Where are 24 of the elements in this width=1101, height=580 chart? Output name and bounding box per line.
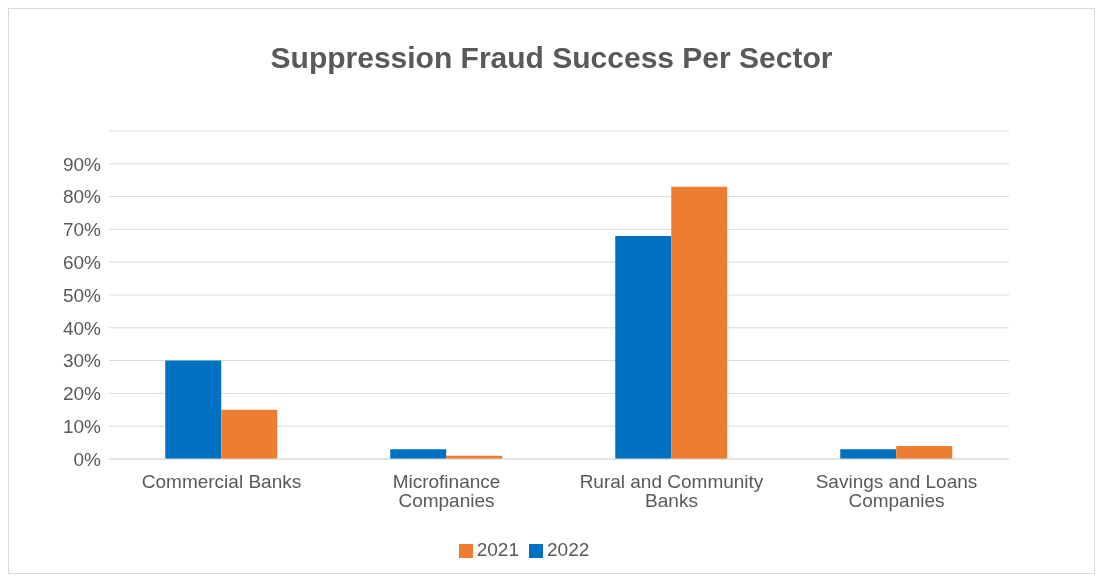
- bar: [615, 235, 672, 459]
- y-tick-label: 10%: [62, 415, 102, 437]
- bar: [671, 186, 728, 459]
- legend-label: 2022: [547, 539, 590, 560]
- legend-label: 2021: [476, 539, 519, 560]
- x-tick-label: Rural and Community Banks: [579, 471, 764, 512]
- y-tick-label: 0%: [73, 448, 102, 470]
- bar: [390, 449, 447, 459]
- chart-title: Suppression Fraud Success Per Sector: [269, 40, 834, 76]
- bar: [840, 449, 897, 459]
- y-tick-label: 40%: [62, 317, 102, 339]
- x-tick-label: Savings and Loans Companies: [815, 471, 978, 512]
- y-tick-label: 50%: [62, 284, 102, 306]
- bar: [165, 360, 222, 459]
- y-tick-label: 80%: [62, 186, 102, 208]
- y-tick-label: 60%: [62, 251, 102, 273]
- bar: [221, 409, 278, 459]
- y-tick-label: 20%: [62, 383, 102, 405]
- bar: [896, 445, 953, 459]
- x-tick-label: Microfinance Companies: [392, 471, 501, 512]
- x-tick-label: Commercial Banks: [141, 471, 302, 493]
- y-tick-label: 70%: [62, 219, 102, 241]
- y-tick-label: 90%: [62, 153, 102, 175]
- y-tick-label: 30%: [62, 350, 102, 372]
